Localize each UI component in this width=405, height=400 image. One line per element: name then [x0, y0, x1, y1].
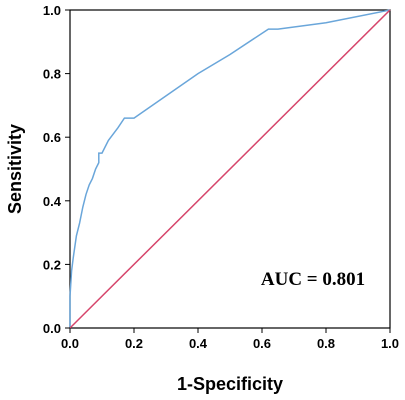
- y-tick-label: 0.2: [43, 257, 61, 272]
- x-tick-label: 0.2: [125, 336, 143, 351]
- roc-curve-line: [69, 9, 391, 328]
- x-tick-label: 0.6: [253, 336, 271, 351]
- y-axis-title: Sensitivity: [5, 124, 25, 214]
- x-tick-label: 1.0: [381, 336, 399, 351]
- series-layer: [69, 9, 391, 329]
- y-tick-label: 0.4: [43, 194, 62, 209]
- y-tick-label: 1.0: [43, 3, 61, 18]
- tick-layer: 0.0 0.2 0.4 0.6 0.8 1.0 0.0 0.2 0.4 0.6 0.8 1.0: [43, 3, 399, 351]
- auc-annotation: AUC = 0.801: [261, 269, 365, 290]
- x-tick-label: 0.0: [61, 336, 79, 351]
- y-tick-label: 0.6: [43, 130, 61, 145]
- y-tick-label: 0.8: [43, 67, 61, 82]
- x-tick-label: 0.8: [317, 336, 335, 351]
- y-tick-label: 0.0: [43, 321, 61, 336]
- x-axis-title: 1-Specificity: [177, 374, 283, 394]
- reference-diagonal-line: [69, 9, 391, 329]
- plot-frame: [69, 9, 391, 329]
- x-tick-label: 0.4: [189, 336, 208, 351]
